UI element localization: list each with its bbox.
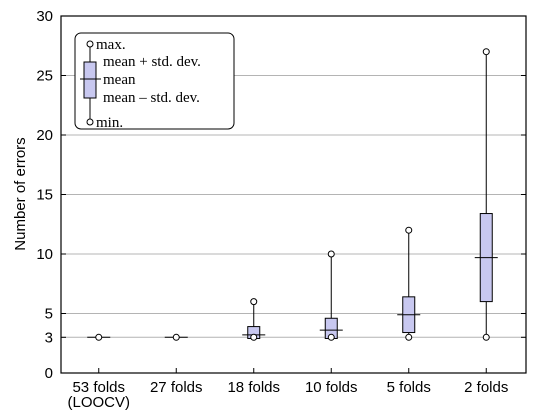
y-tick-label-10: 10 — [36, 246, 53, 263]
legend: max. mean + std. dev. mean mean – std. d… — [74, 32, 235, 131]
legend-frame — [74, 32, 235, 130]
min-max-marker — [95, 333, 103, 341]
x-tick-label-line: 10 folds — [305, 379, 358, 396]
y-axis: 0 3 5 10 15 20 25 30 — [36, 8, 526, 382]
legend-mean-label: mean — [103, 72, 136, 88]
legend-min-marker — [86, 118, 94, 126]
box-group-3 — [319, 250, 343, 341]
min-marker — [482, 333, 490, 341]
legend-mean-minus-std-label: mean – std. dev. — [103, 90, 200, 106]
box-group-5 — [474, 48, 498, 341]
x-tick-label-line: 5 folds — [387, 379, 431, 396]
legend-max-label: max. — [96, 37, 126, 53]
max-marker — [482, 48, 490, 56]
y-tick-label-5: 5 — [45, 306, 53, 323]
min-marker — [250, 333, 258, 341]
x-tick-label-2: 18 folds — [227, 379, 280, 396]
y-axis-label: Number of errors — [12, 137, 29, 250]
x-axis: 53 folds (LOOCV) 27 folds 18 folds 10 folds 5… — [67, 368, 508, 411]
min-marker — [405, 333, 413, 341]
x-tick-label-line: 53 folds — [72, 379, 125, 396]
legend-box — [83, 61, 97, 99]
x-tick-label-0: 53 folds (LOOCV) — [67, 379, 130, 411]
legend-min-label: min. — [96, 115, 123, 131]
box-group-0 — [87, 333, 111, 341]
x-tick-label-line: 27 folds — [150, 379, 203, 396]
x-tick-label-3: 10 folds — [305, 379, 358, 396]
x-tick-label-line: (LOOCV) — [67, 394, 130, 411]
min-max-marker — [172, 333, 180, 341]
y-tick-label-30: 30 — [36, 8, 53, 25]
x-tick-label-line: 2 folds — [464, 379, 508, 396]
max-marker — [250, 298, 258, 306]
max-marker — [405, 226, 413, 234]
y-tick-label-0: 0 — [45, 365, 53, 382]
y-tick-label-25: 25 — [36, 68, 53, 85]
legend-mean-plus-std-label: mean + std. dev. — [103, 54, 201, 70]
box-series — [87, 48, 498, 341]
box-group-4 — [397, 226, 421, 341]
x-tick-label-1: 27 folds — [150, 379, 203, 396]
x-tick-label-4: 5 folds — [387, 379, 431, 396]
max-marker — [327, 250, 335, 258]
y-tick-label-15: 15 — [36, 187, 53, 204]
y-tick-label-20: 20 — [36, 127, 53, 144]
min-marker — [327, 333, 335, 341]
x-tick-label-line: 18 folds — [227, 379, 280, 396]
x-tick-label-5: 2 folds — [464, 379, 508, 396]
box-group-2 — [242, 298, 266, 341]
y-tick-label-3: 3 — [45, 329, 53, 346]
legend-max-marker — [86, 40, 94, 48]
box-group-1 — [164, 333, 188, 341]
